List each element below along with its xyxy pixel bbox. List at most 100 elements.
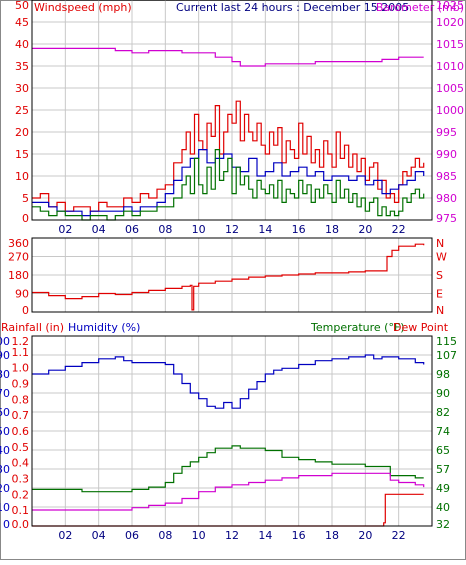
rainfall-tick-label: 0.9 <box>12 378 30 391</box>
barometer-tick-label: 1010 <box>436 60 464 73</box>
x-tick-label: 12 <box>225 529 239 542</box>
humidity-tick-label: 80 <box>0 368 10 381</box>
x-tick-label: 20 <box>358 529 372 542</box>
rainfall-tick-label: 0.3 <box>12 473 30 486</box>
temperature-tick-label: 49 <box>436 482 450 495</box>
rainfall-tick-label: 1.1 <box>12 346 30 359</box>
barometer-tick-label: 990 <box>436 148 457 161</box>
windspeed-tick-label: 25 <box>15 104 29 117</box>
barometer-tick-label: 995 <box>436 126 457 139</box>
barometer-tick-label: 975 <box>436 212 457 225</box>
windspeed-tick-label: 20 <box>15 126 29 139</box>
rainfall-tick-label: 0.2 <box>12 488 30 501</box>
x-tick-label: 10 <box>192 529 206 542</box>
direction-degree-label: 360 <box>8 237 29 250</box>
direction-degree-label: 0 <box>22 304 29 317</box>
x-tick-label: 04 <box>92 223 106 236</box>
panel1-series-line-green <box>32 149 425 221</box>
x-tick-label: 14 <box>258 223 272 236</box>
panel2-frame <box>31 237 433 313</box>
x-tick-label: 16 <box>292 529 306 542</box>
x-tick-label: 06 <box>125 529 139 542</box>
x-tick-label: 14 <box>258 529 272 542</box>
windspeed-axis-label: Windspeed (mph) <box>34 1 132 14</box>
windspeed-tick-label: 45 <box>15 16 29 29</box>
x-tick-label: 08 <box>158 223 172 236</box>
temperature-tick-label: 32 <box>436 518 450 531</box>
direction-compass-label: N <box>436 237 444 250</box>
rainfall-tick-label: 0.5 <box>12 441 30 454</box>
panel1-x-axis-ticks: 02 04 06 08 10 12 14 16 18 20 22 <box>58 223 405 236</box>
panel3-series-line-magenta <box>32 472 425 511</box>
rainfall-tick-label: 0.0 <box>12 518 30 531</box>
humidity-tick-label: 100 <box>0 335 10 348</box>
wind-direction-line <box>32 243 425 311</box>
barometer-tick-label: 1000 <box>436 104 464 117</box>
windspeed-tick-label: 5 <box>22 192 29 205</box>
direction-degree-label: 90 <box>15 288 29 301</box>
humidity-axis-label: Humidity (%) <box>68 321 140 334</box>
panel3-series-line-green <box>32 445 424 493</box>
humidity-tick-label: 70 <box>0 387 10 400</box>
x-tick-label: 18 <box>325 529 339 542</box>
humidity-axis-ticks: 1009080706050403020100 <box>0 335 10 531</box>
windspeed-tick-label: 35 <box>15 60 29 73</box>
direction-compass-label: S <box>436 269 443 282</box>
humidity-tick-label: 20 <box>0 482 10 495</box>
humidity-tick-label: 50 <box>0 425 10 438</box>
barometer-tick-label: 980 <box>436 192 457 205</box>
rainfall-tick-label: 1.2 <box>12 335 30 348</box>
windspeed-tick-label: 10 <box>15 170 29 183</box>
x-tick-label: 18 <box>325 223 339 236</box>
x-tick-label: 22 <box>392 223 406 236</box>
panel1-series-line-magenta <box>32 47 424 67</box>
dew-point-axis-label: Dew Point <box>393 321 449 334</box>
panel3-x-axis-ticks: 02 04 06 08 10 12 14 16 18 20 22 <box>58 529 405 542</box>
windspeed-tick-label: 15 <box>15 148 29 161</box>
panel1-series <box>32 47 425 221</box>
direction-compass-label: W <box>436 251 447 264</box>
x-tick-label: 10 <box>192 223 206 236</box>
barometer-tick-label: 985 <box>436 170 457 183</box>
direction-degree-label: 180 <box>8 269 29 282</box>
barometer-tick-label: 1020 <box>436 16 464 29</box>
humidity-tick-label: 10 <box>0 501 10 514</box>
direction-compass-label: E <box>436 288 443 301</box>
rainfall-tick-label: 0.8 <box>12 393 30 406</box>
barometer-axis-ticks: 1025 1020 1015 1010 1005 1000 995 990 985 980 975 <box>436 0 464 225</box>
x-tick-label: 20 <box>358 223 372 236</box>
x-tick-label: 12 <box>225 223 239 236</box>
rainfall-axis-label: Rainfall (in) <box>1 321 64 334</box>
rainfall-tick-label: 0.1 <box>12 504 30 517</box>
temperature-tick-label: 82 <box>436 406 450 419</box>
barometer-tick-label: 1015 <box>436 38 464 51</box>
temperature-tick-label: 107 <box>436 349 457 362</box>
rainfall-tick-label: 0.7 <box>12 409 30 422</box>
panel1-frame <box>31 0 433 221</box>
humidity-tick-label: 30 <box>0 463 10 476</box>
rainfall-axis-ticks: 1.21.1 1.0 0.9 0.8 0.7 0.6 0.5 0.4 0.3 0.2 0.10.0 <box>12 335 30 531</box>
rainfall-tick-label: 0.6 <box>12 425 30 438</box>
direction-compass-label: N <box>436 304 444 317</box>
humidity-tick-label: 60 <box>0 406 10 419</box>
panel3-series-line-blue <box>32 354 425 409</box>
panel1-series-line-red <box>32 100 425 212</box>
panel2-series <box>32 243 425 311</box>
temperature-tick-label: 57 <box>436 463 450 476</box>
rainfall-tick-label: 1.0 <box>12 362 30 375</box>
temperature-tick-label: 98 <box>436 368 450 381</box>
barometer-axis-label: Barometer (mb) <box>376 1 464 14</box>
temperature-tick-label: 115 <box>436 335 457 348</box>
direction-degree-label: 270 <box>8 251 29 264</box>
barometer-tick-label: 1025 <box>436 0 464 12</box>
x-tick-label: 22 <box>392 529 406 542</box>
rain-humidity-temperature-panel: 1009080706050403020100 1.21.11.00.90.80.… <box>0 321 457 542</box>
